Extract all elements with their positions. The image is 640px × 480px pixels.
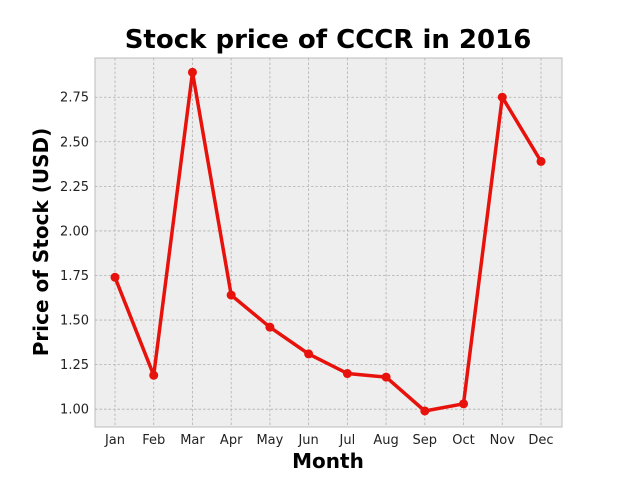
x-tick-label: Sep xyxy=(413,433,438,448)
x-tick-label: Jan xyxy=(104,433,125,448)
x-tick-label: Dec xyxy=(528,433,553,448)
x-tick-label: May xyxy=(256,433,283,448)
data-point xyxy=(342,369,352,379)
y-tick-label: 1.75 xyxy=(60,269,89,284)
data-point xyxy=(497,92,507,102)
x-tick-label: Jul xyxy=(339,433,356,448)
x-axis-ticks: Jan Feb Mar Apr May Jun Jul Aug Sep Oct Nov Dec xyxy=(104,433,554,448)
data-point xyxy=(536,156,546,166)
x-tick-label: Nov xyxy=(490,433,516,448)
data-point xyxy=(187,67,197,77)
data-point xyxy=(459,399,469,409)
y-tick-label: 1.50 xyxy=(60,314,89,329)
grid-lines xyxy=(95,58,562,427)
y-tick-label: 1.25 xyxy=(60,358,89,373)
data-points xyxy=(110,67,546,416)
chart-title: Stock price of CCCR in 2016 xyxy=(125,25,532,55)
series-line xyxy=(113,70,543,413)
x-tick-label: Aug xyxy=(373,433,398,448)
plot-area xyxy=(94,57,563,428)
data-point xyxy=(304,349,314,359)
x-tick-label: Apr xyxy=(220,433,243,448)
x-tick-label: Jun xyxy=(297,433,318,448)
y-tick-label: 2.00 xyxy=(60,224,89,239)
x-axis-label: Month xyxy=(292,449,364,473)
data-point xyxy=(420,406,430,416)
y-tick-label: 2.25 xyxy=(60,180,89,195)
y-axis-label: Price of Stock (USD) xyxy=(29,128,53,357)
y-tick-label: 2.75 xyxy=(60,91,89,106)
y-axis-ticks: 1.00 1.25 1.50 1.75 2.00 2.25 2.50 2.75 xyxy=(60,91,89,418)
x-tick-label: Oct xyxy=(452,433,474,448)
data-point xyxy=(381,372,391,382)
x-tick-label: Mar xyxy=(180,433,205,448)
y-tick-label: 2.50 xyxy=(60,135,89,150)
data-point xyxy=(265,322,275,332)
data-point xyxy=(226,290,236,300)
data-point xyxy=(110,272,120,282)
y-tick-label: 1.00 xyxy=(60,403,89,418)
x-tick-label: Feb xyxy=(142,433,165,448)
data-point xyxy=(149,370,159,380)
